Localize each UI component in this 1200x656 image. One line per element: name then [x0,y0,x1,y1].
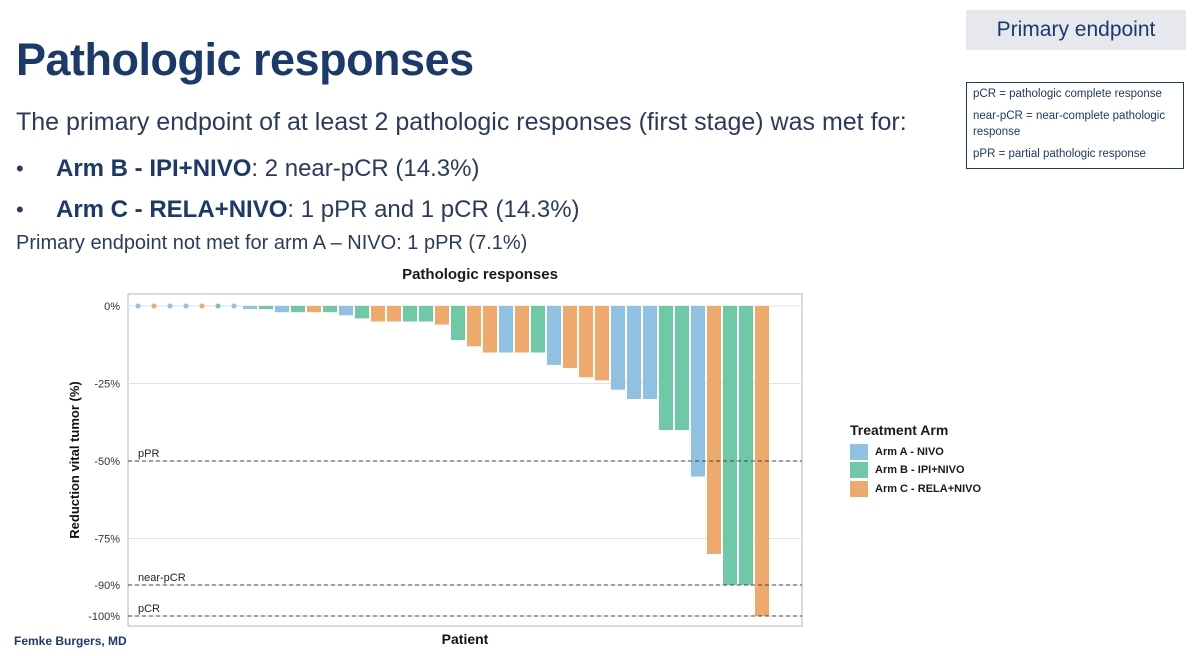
primary-endpoint-badge: Primary endpoint [966,10,1186,50]
abbreviation-ppr: pPR = partial pathologic response [973,148,1146,160]
abbreviation-near-pcr: near-pCR = near-complete pathologic resp… [973,110,1166,138]
patient-bar [739,306,753,585]
patient-bar [675,306,689,430]
y-tick-label: 0% [104,301,120,313]
patient-bar [499,306,513,353]
slide-title: Pathologic responses [16,34,474,85]
patient-bar [355,306,369,319]
patient-bar [323,306,337,313]
patient-bar [419,306,433,322]
zero-response-dot [183,303,189,309]
results-bullet-list: • Arm B - IPI+NIVO : 2 near-pCR (14.3%) … [16,148,580,230]
patient-bar [723,306,737,585]
bullet-arm-b: • Arm B - IPI+NIVO : 2 near-pCR (14.3%) [16,148,580,189]
patient-bar [307,306,321,313]
y-tick-label: -25% [94,379,120,391]
patient-bar [643,306,657,399]
chart-panel [127,293,803,627]
bullet-arm-b-result: : 2 near-pCR (14.3%) [251,154,480,182]
zero-response-dot [215,303,221,309]
bullet-arm-c-label: Arm C - RELA+NIVO [56,195,288,223]
reference-line-label: near-pCR [138,572,186,584]
chart-title: Pathologic responses [402,266,558,283]
patient-bar [259,306,273,310]
patient-bar [563,306,577,368]
reference-line-label: pCR [138,603,160,615]
patient-bar [659,306,673,430]
presenter-name: Femke Burgers, MD [14,634,127,648]
patient-bar [515,306,529,353]
legend-label-arm-a: Arm A - NIVO [875,446,944,458]
patient-bar [547,306,561,365]
patient-bar [707,306,721,554]
patient-bar [483,306,497,353]
patient-bar [627,306,641,399]
x-axis-label: Patient [442,631,489,647]
legend-label-arm-b: Arm B - IPI+NIVO [875,464,965,476]
y-tick-label: -100% [88,611,120,623]
bullet-arm-c: • Arm C - RELA+NIVO : 1 pPR and 1 pCR (1… [16,189,580,230]
y-axis-label: Reduction vital tumor (%) [67,381,82,538]
legend-swatch-arm-b [850,462,868,478]
patient-bar [595,306,609,381]
legend-item-arm-a: Arm A - NIVO [850,444,944,460]
patient-bar [611,306,625,390]
legend-swatch-arm-a [850,444,868,460]
bullet-arm-c-result: : 1 pPR and 1 pCR (14.3%) [287,195,580,223]
bullet-dot-icon: • [16,196,24,222]
not-met-text: Primary endpoint not met for arm A – NIV… [16,232,528,254]
patient-bar [387,306,401,322]
zero-response-dot [231,303,237,309]
y-tick-label: -50% [94,456,120,468]
zero-response-dot [199,303,205,309]
treatment-arm-legend-title: Treatment Arm [850,422,949,438]
patient-bar [339,306,353,316]
zero-response-dot [151,303,157,309]
abbreviation-pcr: pCR = pathologic complete response [973,88,1162,100]
patient-bar [243,306,257,310]
patient-bar [531,306,545,353]
patient-bar [467,306,481,347]
legend-item-arm-b: Arm B - IPI+NIVO [850,462,965,478]
reference-line-label: pPR [138,448,159,460]
patient-bar [451,306,465,341]
patient-bar [291,306,305,313]
zero-response-dot [135,303,141,309]
patient-bar [275,306,289,313]
patient-bar [371,306,385,322]
legend-item-arm-c: Arm C - RELA+NIVO [850,481,981,497]
patient-bar [691,306,705,477]
bullet-arm-b-label: Arm B - IPI+NIVO [56,154,252,182]
legend-label-arm-c: Arm C - RELA+NIVO [875,483,982,495]
zero-response-dot [167,303,173,309]
legend-swatch-arm-c [850,481,868,497]
patient-bar [435,306,449,325]
patient-bar [403,306,417,322]
y-tick-label: -90% [94,580,120,592]
intro-text: The primary endpoint of at least 2 patho… [16,108,907,136]
y-tick-label: -75% [94,534,120,546]
abbreviation-legend: pCR = pathologic complete response near-… [966,82,1184,169]
patient-bar [579,306,593,378]
bullet-dot-icon: • [16,155,24,181]
